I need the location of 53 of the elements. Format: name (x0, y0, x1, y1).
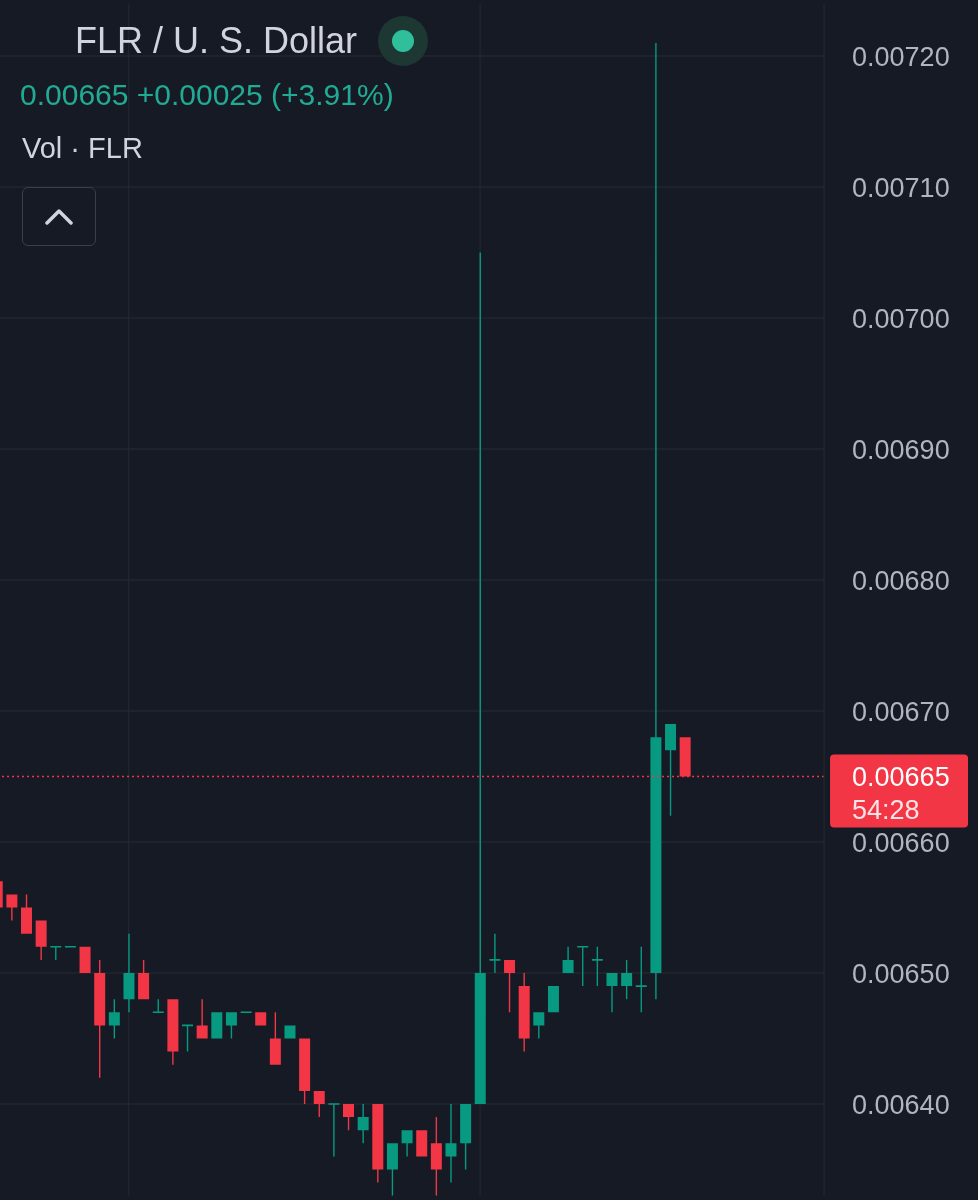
y-tick-label: 0.00660 (852, 827, 950, 858)
y-tick-label: 0.00640 (852, 1089, 950, 1120)
candlestick (430, 1117, 442, 1196)
candlestick (313, 1090, 325, 1118)
candlestick (518, 973, 530, 1052)
candlestick (35, 920, 47, 960)
candlestick (196, 999, 208, 1039)
candlestick (665, 724, 677, 816)
candlestick (547, 986, 559, 1013)
candlestick (372, 1104, 384, 1183)
candlestick (138, 959, 150, 1000)
candlestick (401, 1130, 413, 1157)
candlestick (606, 973, 618, 1013)
candlestick (123, 933, 135, 1013)
candlestick (167, 999, 179, 1065)
annotation: Vol · FLR (22, 132, 143, 164)
candlestick (357, 1104, 369, 1144)
candlestick (386, 1143, 398, 1196)
text: 54:28 (852, 795, 920, 826)
candlestick (445, 1104, 457, 1183)
candlestick (343, 1104, 355, 1131)
y-tick-label: 0.00680 (852, 565, 950, 596)
candlestick (562, 946, 574, 973)
candlestick (255, 1012, 267, 1026)
candlestick (50, 946, 62, 960)
candlestick (504, 959, 516, 1013)
y-tick-label: 0.00700 (852, 303, 950, 334)
candlestick (650, 42, 662, 1000)
collapse-button[interactable] (22, 187, 96, 246)
candlestick (269, 1012, 281, 1065)
candlestick (299, 1038, 311, 1104)
candlestick (621, 959, 633, 1000)
candlestick (284, 1025, 296, 1039)
candlestick (6, 894, 18, 921)
text: FLR / U. S. Dollar (75, 20, 358, 61)
y-tick-label: 0.00720 (852, 41, 950, 72)
candlestick (416, 1130, 428, 1157)
candlestick (225, 1012, 237, 1039)
candlestick (79, 946, 91, 973)
candlestick (21, 894, 33, 934)
candlestick (211, 1012, 223, 1039)
candlestick (108, 999, 120, 1039)
ref-line-label: 0.00665 (852, 762, 950, 793)
candlestick (94, 959, 106, 1078)
candlestick (460, 1104, 472, 1170)
candlestick (489, 933, 501, 973)
y-tick-label: 0.00670 (852, 696, 950, 727)
candlestick (328, 1103, 340, 1157)
y-tick-label: 0.00650 (852, 958, 950, 989)
y-tick-label: 0.00710 (852, 172, 950, 203)
candlestick (533, 1012, 545, 1039)
text: 0.00665 +0.00025 (+3.91%) (20, 78, 394, 111)
y-tick-label: 0.00690 (852, 434, 950, 465)
